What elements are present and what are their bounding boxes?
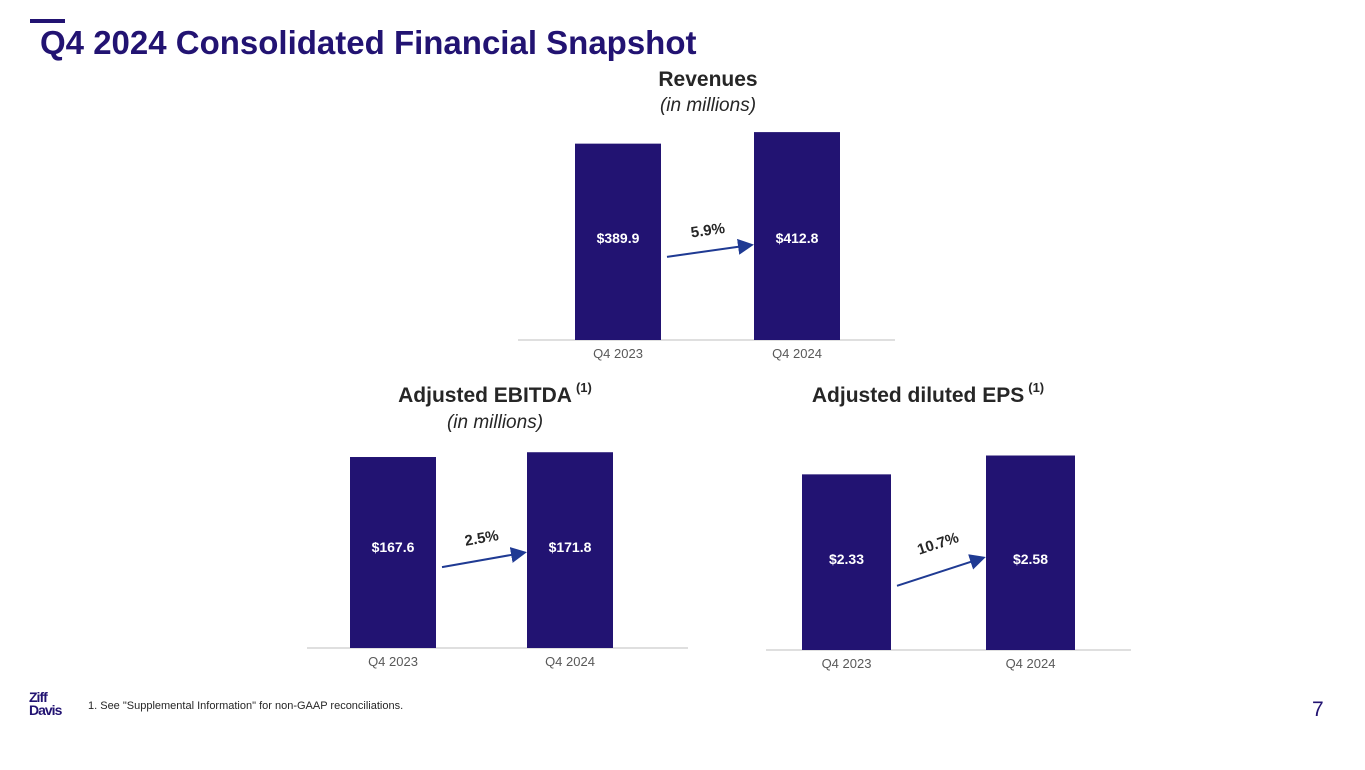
revenues-chart-subtitle: (in millions) [659,95,757,116]
logo-line-2: Davis [29,702,62,718]
ebitda-bar-2 [527,452,613,648]
ebitda-tick-label-1: Q4 2023 [368,654,418,669]
ebitda-chart-title: Adjusted EBITDA (1) [345,380,645,408]
eps-bar-value-label-2: $2.58 [1013,551,1048,567]
ebitda-title-text: Adjusted EBITDA [398,384,572,407]
ziff-davis-logo: Ziff Davis [29,690,77,720]
ebitda-growth-arrow [441,547,527,569]
ebitda-tick-label-2: Q4 2024 [545,654,595,669]
footnote: 1. See "Supplemental Information" for no… [88,700,404,712]
eps-tick-label-1: Q4 2023 [822,656,872,671]
revenues-bar-value-label-2: $412.8 [776,230,819,246]
ebitda-bar-value-label-2: $171.8 [549,539,592,555]
revenues-tick-label-2: Q4 2024 [772,346,822,361]
eps-bar-value-label-1: $2.33 [829,551,864,567]
eps-growth-label: 10.7% [915,529,961,558]
revenues-title-text: Revenues [658,68,758,91]
ebitda-growth-label: 2.5% [463,527,500,550]
revenues-bar-2 [754,132,840,340]
revenues-chart-title: Revenues [558,68,858,92]
title-accent-line [30,19,65,23]
revenues-tick-label-1: Q4 2023 [593,346,643,361]
logo-line-1: Ziff [29,689,48,705]
eps-title-text: Adjusted diluted EPS [811,384,1025,407]
eps-footnote-ref: (1) [1028,380,1045,395]
eps-bar-2 [986,455,1075,650]
revenues-growth-arrow [666,238,754,258]
page-number: 7 [1312,698,1324,721]
ebitda-bar-1 [350,457,436,648]
revenues-growth-label: 5.9% [690,220,726,242]
eps-growth-arrow [896,554,986,587]
revenues-bar-value-label-1: $389.9 [597,230,640,246]
page-title: Q4 2024 Consolidated Financial Snapshot [40,24,697,61]
ebitda-bar-value-label-1: $167.6 [372,539,415,555]
ebitda-footnote-ref: (1) [575,380,592,395]
eps-bar-1 [802,474,891,650]
revenues-bar-1 [575,143,661,340]
ebitda-chart-subtitle: (in millions) [446,412,544,433]
eps-chart-title: Adjusted diluted EPS (1) [778,380,1078,408]
eps-tick-label-2: Q4 2024 [1006,656,1056,671]
